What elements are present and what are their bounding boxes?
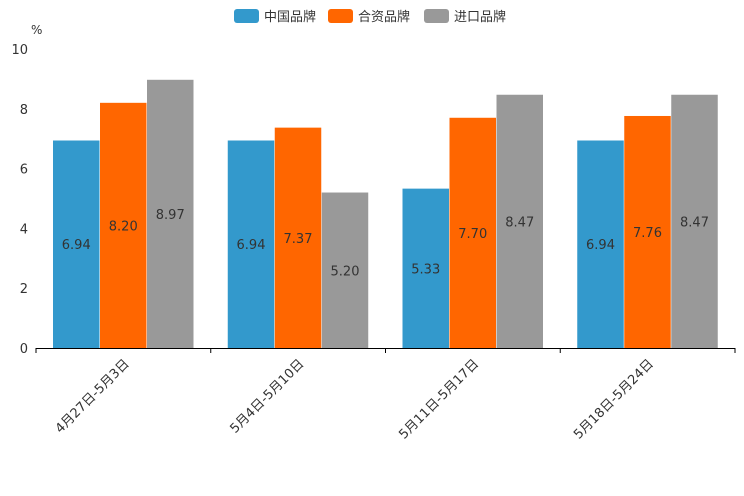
legend: 中国品牌 合资品牌 进口品牌	[234, 9, 506, 25]
bar-value-label-2-1: 8.20	[109, 219, 138, 234]
bar-2-4	[624, 115, 671, 348]
bar-value-label-3-3: 8.47	[505, 215, 534, 230]
bar-value-label-3-1: 8.97	[156, 208, 185, 223]
legend-swatch-2	[328, 9, 353, 23]
bar-2-1	[100, 102, 147, 348]
legend-label-3: 进口品牌	[454, 9, 506, 25]
bar-value-label-3-4: 8.47	[680, 215, 709, 230]
y-tick-label-8: 8	[20, 103, 28, 118]
y-axis: 0 2 4 6 8 10	[11, 43, 28, 357]
y-axis-unit-label: %	[31, 23, 42, 37]
x-tick-label-3: 5月11日-5月17日	[396, 357, 482, 443]
bar-value-label-1-4: 6.94	[586, 238, 615, 253]
bar-3-4	[671, 94, 718, 348]
bar-3-1	[147, 79, 194, 348]
bar-1-4	[577, 140, 624, 348]
bar-value-label-1-2: 6.94	[237, 238, 266, 253]
bar-1-2	[227, 140, 275, 348]
y-tick-label-10: 10	[11, 43, 28, 58]
bar-value-label-1-3: 5.33	[411, 262, 440, 277]
x-tick-label-1: 4月27日-5月3日	[53, 357, 133, 437]
bar-value-label-2-2: 7.37	[284, 232, 313, 247]
bar-value-label-1-1: 6.94	[62, 238, 91, 253]
x-axis: 4月27日-5月3日 5月4日-5月10日 5月11日-5月17日 5月18日-5月2…	[35, 348, 736, 443]
y-tick-label-6: 6	[20, 163, 28, 178]
bar-1-3	[402, 188, 449, 348]
x-tick-label-4: 5月18日-5月24日	[571, 357, 657, 443]
y-tick-label-2: 2	[20, 282, 28, 297]
legend-swatch-3	[424, 9, 449, 23]
plot-area: 6.94 8.20 8.97 6.94 7.37 5.20 5.33 7.70 8.47 6.94…	[53, 79, 718, 349]
bar-value-label-2-3: 7.70	[458, 227, 487, 242]
bar-2-2	[274, 127, 322, 349]
x-tick-label-2: 5月4日-5月10日	[227, 357, 307, 437]
y-tick-label-4: 4	[20, 222, 28, 237]
bar-value-label-3-2: 5.20	[331, 264, 360, 279]
bar-2-3	[449, 117, 496, 349]
y-tick-label-0: 0	[20, 342, 28, 357]
legend-label-1: 中国品牌	[264, 9, 316, 25]
legend-label-2: 合资品牌	[358, 9, 410, 25]
bar-1-1	[53, 140, 100, 348]
bar-3-3	[496, 94, 543, 348]
bar-3-2	[321, 192, 369, 348]
legend-swatch-1	[234, 9, 259, 23]
bar-value-label-2-4: 7.76	[633, 226, 662, 241]
